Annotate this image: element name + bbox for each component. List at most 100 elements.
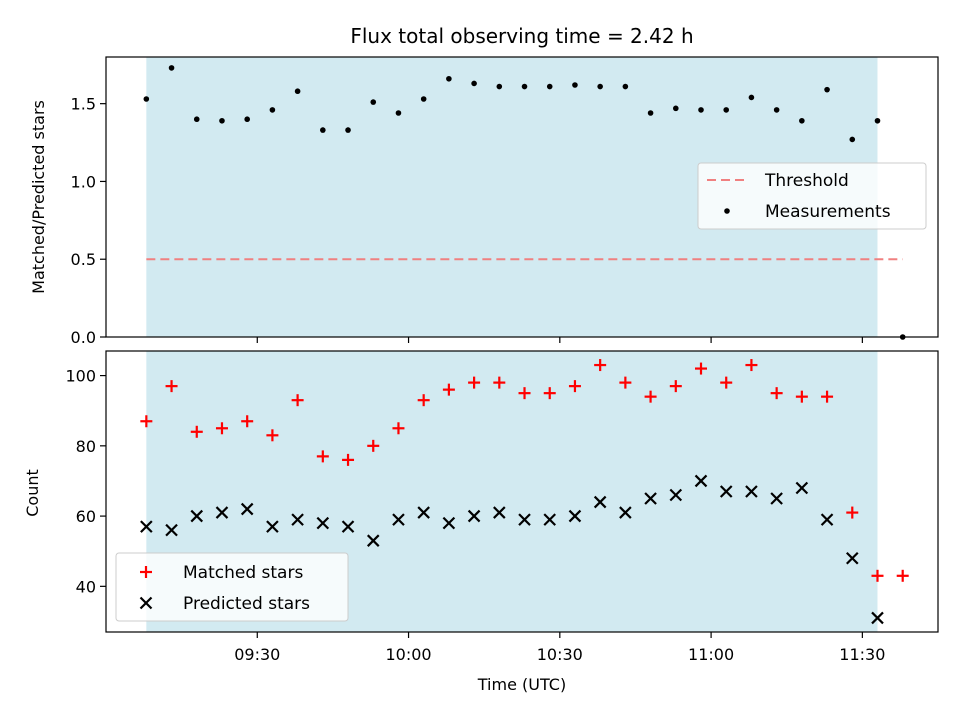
legend-measurements-swatch	[724, 208, 730, 214]
predicted-star-point	[316, 516, 330, 530]
matched-star-point	[190, 425, 203, 438]
matched-star-point	[140, 415, 153, 428]
bottom-legend: Matched stars Predicted stars	[115, 552, 349, 622]
measurement-point	[824, 86, 830, 93]
top-y-tick-label: 1.0	[71, 172, 96, 191]
matched-star-point	[770, 387, 783, 400]
measurement-point	[647, 110, 654, 116]
predicted-star-point	[140, 520, 153, 533]
measurement-point	[168, 65, 175, 71]
measurement-point	[622, 83, 629, 90]
x-axis-label: Time (UTC)	[477, 675, 566, 694]
matched-star-point	[518, 387, 531, 400]
matched-star-point	[846, 506, 859, 519]
bottom-panel: 40 60 80 100 09:30 10:00 10:30 11:00 11:30 Coun…	[23, 350, 939, 694]
matched-star-point	[291, 394, 304, 407]
legend-predicted-swatch	[139, 596, 153, 610]
bottom-y-tick-label: 80	[76, 437, 96, 456]
x-tick-label: 10:30	[537, 645, 583, 664]
measurement-point	[370, 99, 377, 105]
legend-measurements-label: Measurements	[765, 202, 891, 222]
matched-star-point	[316, 450, 329, 463]
predicted-star-point	[366, 534, 380, 547]
bottom-y-tick-label: 60	[76, 507, 96, 526]
legend-predicted-label: Predicted stars	[183, 594, 310, 614]
matched-star-point	[594, 359, 607, 372]
measurement-point	[773, 107, 780, 113]
predicted-star-point	[593, 495, 607, 509]
measurement-point	[748, 94, 755, 101]
legend-threshold-label: Threshold	[764, 171, 849, 191]
measurement-point	[874, 117, 881, 124]
predicted-star-point	[694, 474, 708, 488]
measurement-point	[420, 96, 427, 102]
matched-star-point	[568, 380, 581, 393]
matched-star-point	[745, 359, 758, 372]
predicted-star-point	[719, 485, 733, 498]
measurement-point	[219, 117, 225, 124]
predicted-star-point	[669, 488, 683, 502]
matched-star-point	[266, 429, 279, 442]
predicted-star-point	[619, 506, 632, 519]
predicted-star-point	[820, 513, 834, 526]
measurement-point	[143, 96, 150, 102]
measurement-point	[546, 83, 553, 90]
measurement-point	[269, 107, 276, 113]
top-y-axis-label: Matched/Predicted stars	[29, 100, 48, 294]
bottom-y-tick-label: 100	[65, 367, 96, 386]
measurement-point	[471, 80, 477, 87]
predicted-star-point	[518, 513, 531, 526]
predicted-star-point	[745, 485, 758, 498]
predicted-star-point	[846, 551, 859, 565]
measurement-point	[597, 83, 603, 90]
measurement-point	[672, 105, 679, 112]
matched-star-point	[392, 422, 405, 435]
x-tick-label: 10:00	[385, 645, 431, 664]
predicted-star-point	[644, 492, 657, 505]
measurement-point	[799, 117, 805, 124]
matched-star-point	[619, 376, 632, 389]
matched-star-point	[871, 569, 884, 582]
predicted-star-point	[467, 509, 481, 523]
matched-star-point	[795, 390, 808, 403]
top-y-tick-label: 0.0	[71, 328, 96, 347]
measurement-point	[446, 75, 452, 82]
matched-star-point	[493, 376, 506, 389]
matched-star-point	[367, 439, 380, 452]
measurement-point	[698, 107, 704, 113]
x-tick-label: 11:00	[688, 645, 734, 664]
predicted-star-point	[543, 513, 557, 526]
matched-star-point	[417, 394, 430, 407]
predicted-star-point	[442, 516, 456, 530]
measurement-point	[849, 136, 856, 143]
measurement-point	[193, 116, 200, 123]
predicted-star-point	[795, 481, 809, 495]
x-tick-label: 11:30	[839, 645, 885, 664]
predicted-star-point	[568, 509, 582, 523]
measurement-point	[395, 110, 402, 116]
matched-star-point	[543, 387, 556, 400]
matched-star-point	[241, 415, 254, 428]
chart-title: Flux total observing time = 2.42 h	[350, 24, 693, 48]
matched-star-point	[468, 376, 481, 389]
matched-star-point	[215, 422, 228, 435]
top-legend-box	[697, 162, 927, 230]
matched-star-point	[896, 569, 909, 582]
measurement-point	[345, 127, 351, 133]
predicted-star-point	[493, 506, 506, 519]
x-tick-label: 09:30	[234, 645, 280, 664]
predicted-star-point	[240, 502, 254, 516]
predicted-star-point	[165, 523, 178, 537]
matched-star-point	[165, 380, 178, 393]
predicted-star-point	[190, 509, 204, 523]
measurement-point	[723, 107, 730, 113]
matched-star-point	[695, 362, 708, 375]
bottom-y-axis-label: Count	[23, 469, 42, 517]
top-plot-frame	[105, 56, 939, 338]
matched-star-point	[442, 383, 455, 396]
top-panel: 0.0 0.5 1.0 1.5 Matched/Predicted stars Thr…	[29, 56, 939, 347]
matched-star-point	[821, 390, 834, 403]
predicted-star-point	[417, 506, 430, 519]
predicted-star-point	[291, 513, 304, 526]
